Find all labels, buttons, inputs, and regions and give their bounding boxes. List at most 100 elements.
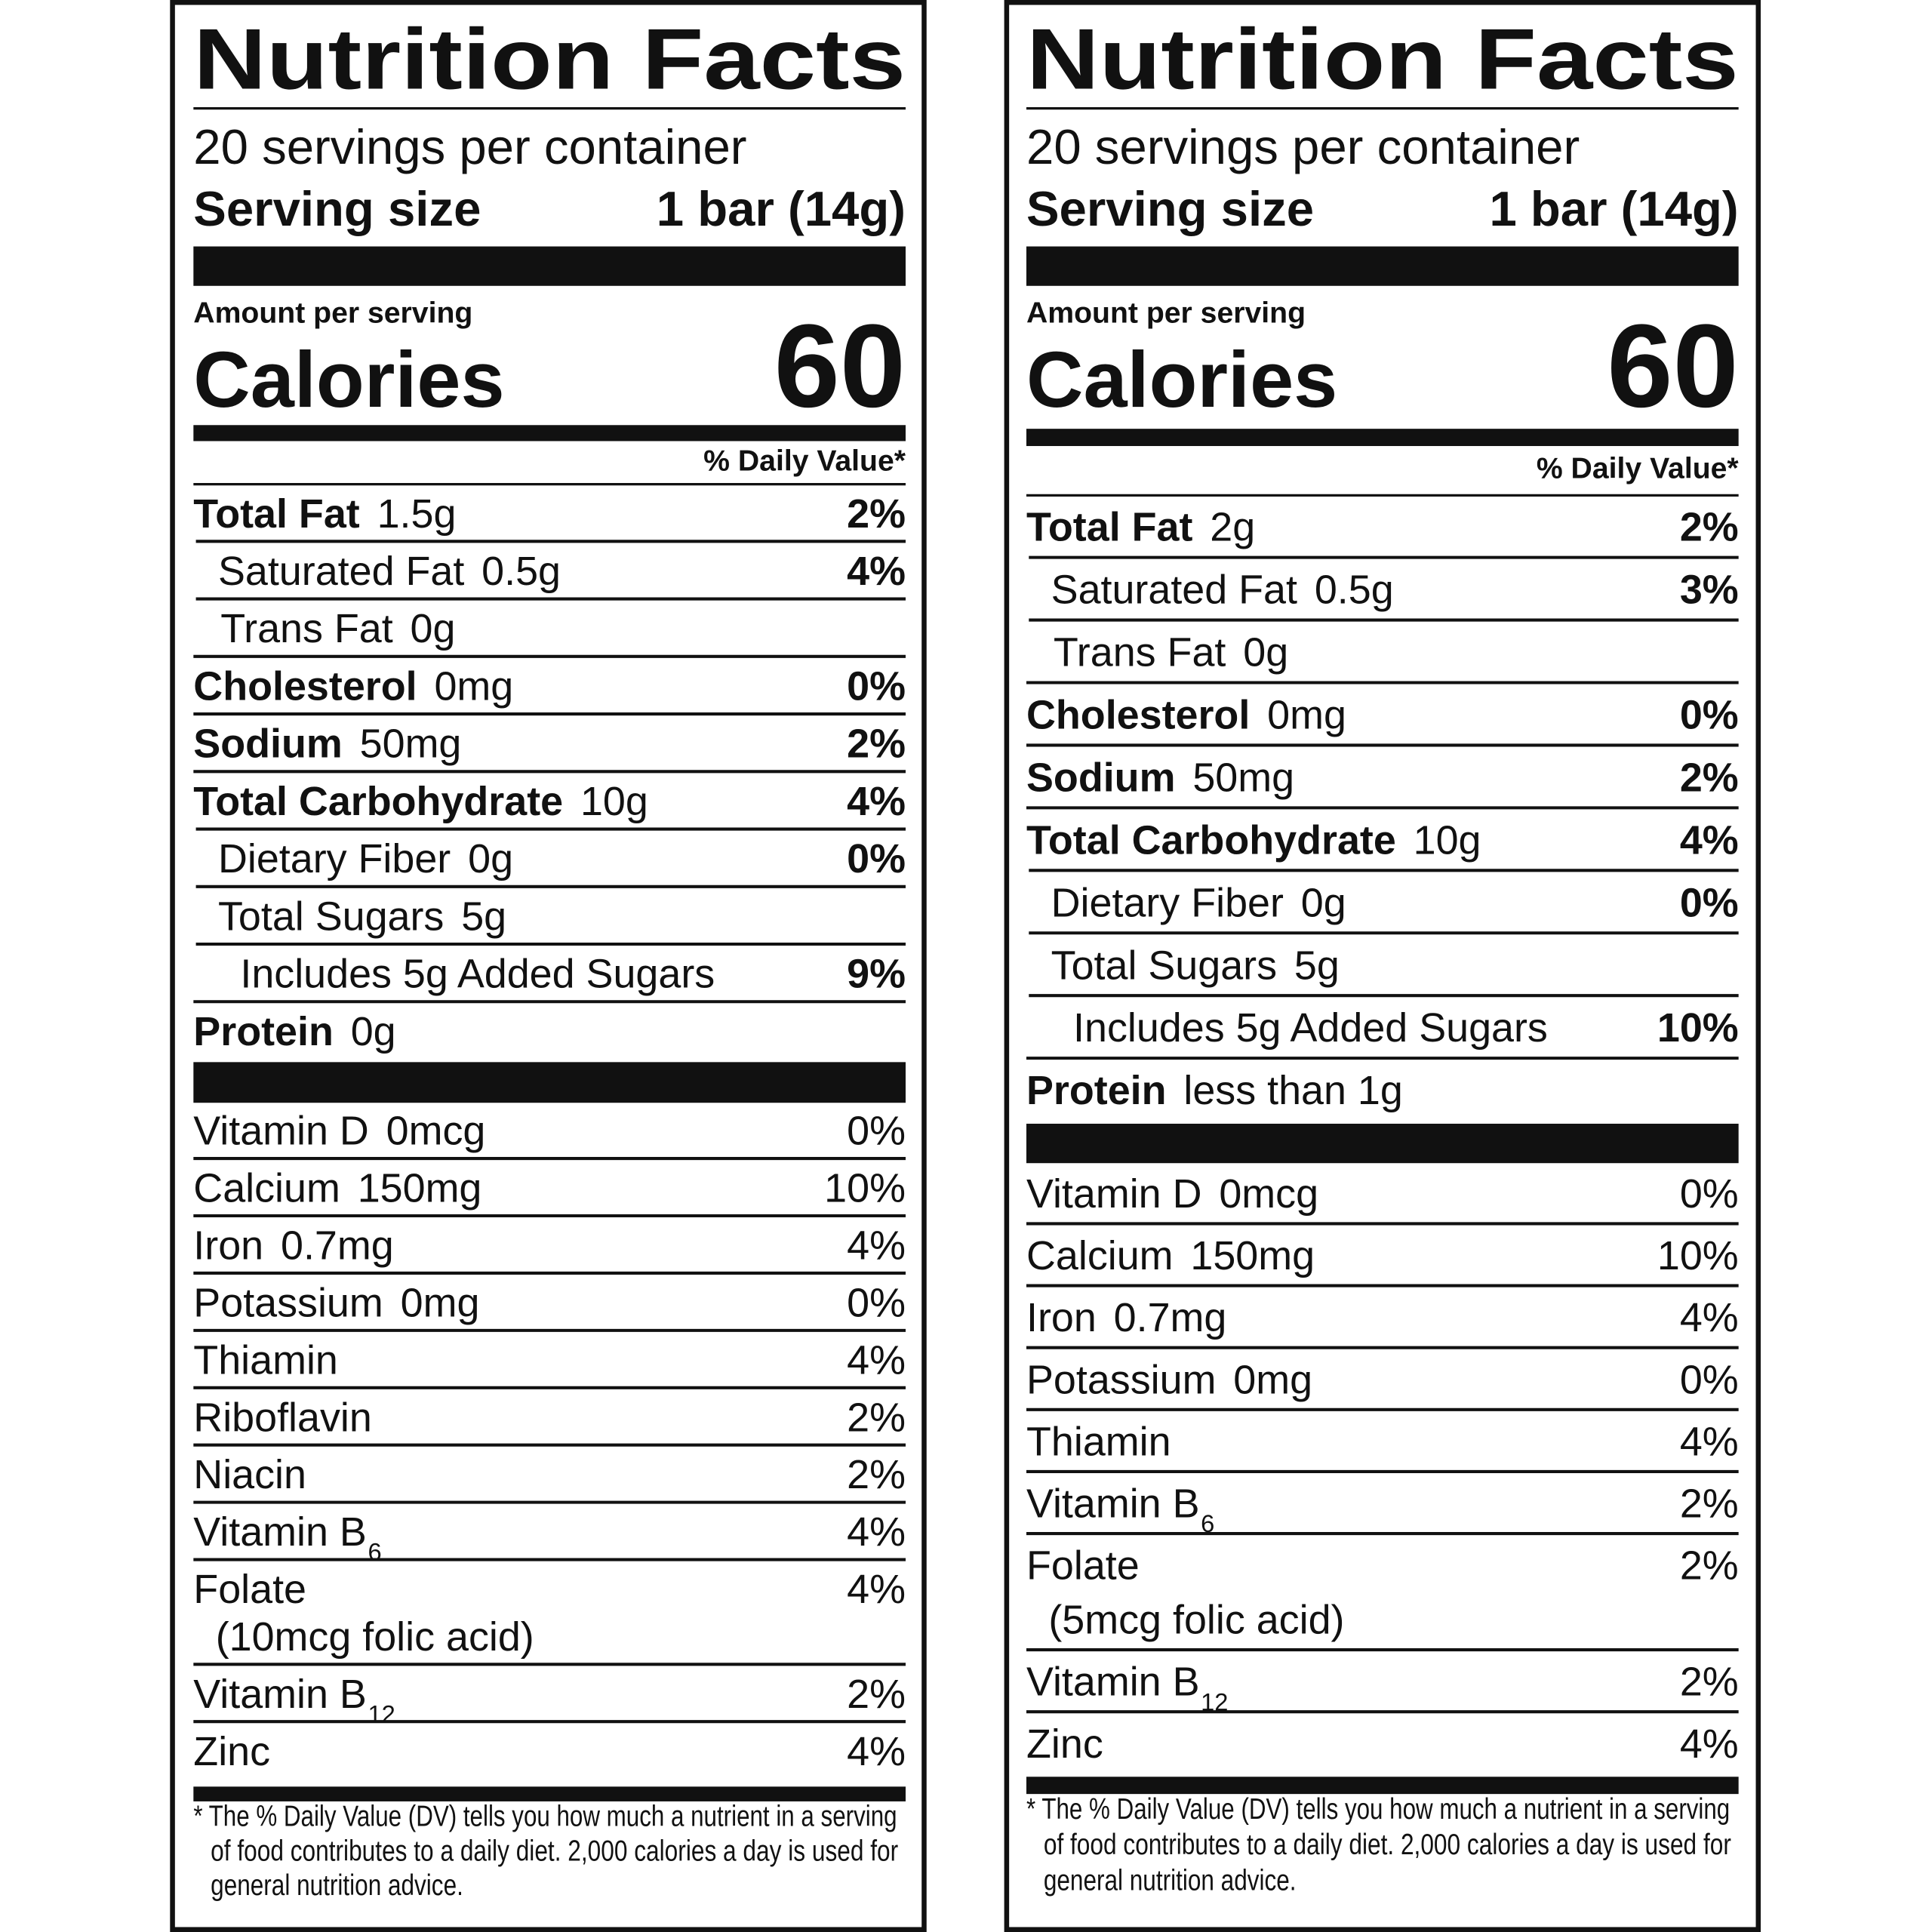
vitamin-name: Thiamin	[1026, 1419, 1171, 1464]
vitamin-amount: 0mcg	[386, 1109, 486, 1154]
nutrient-amount: 0g	[468, 836, 513, 881]
nutrient-dv: 10%	[1657, 1005, 1739, 1051]
nutrient-name: Cholesterol	[193, 664, 417, 709]
nutrient-name: Saturated Fat	[218, 549, 464, 594]
nutrient-dv: 4%	[1680, 817, 1739, 863]
footnote: * The % Daily Value (DV) tells you how m…	[193, 1801, 897, 1833]
serving-size: 1 bar (14g)	[657, 181, 906, 236]
nutrient-dv: 0%	[847, 836, 906, 881]
footnote: general nutrition advice.	[1044, 1864, 1297, 1897]
thick-bar	[193, 1062, 906, 1103]
nutrient-dv: 0%	[1680, 880, 1739, 925]
nutrient-amount: 50mg	[1192, 755, 1294, 800]
nutrient-amount: 5g	[1294, 943, 1340, 988]
nutrient-amount: 1.5g	[377, 491, 457, 537]
vitamin-name: Vitamin B	[193, 1509, 367, 1555]
nutrient-amount: 0g	[351, 1009, 396, 1054]
label-border	[1004, 0, 1761, 1932]
nutrient-amount: 0.5g	[1315, 568, 1394, 613]
calories-label: Calories	[193, 336, 504, 424]
vitamin-name: Potassium	[193, 1280, 383, 1325]
vitamin-name: Vitamin B	[1026, 1660, 1200, 1705]
vitamin-dv: 10%	[1657, 1233, 1739, 1278]
amount-per-serving: Amount per serving	[1026, 297, 1306, 330]
nutrient-name: Sodium	[1026, 755, 1175, 800]
vitamin-amount: 0mcg	[1219, 1171, 1318, 1217]
vitamin-name: Niacin	[193, 1452, 306, 1497]
footnote: of food contributes to a daily diet. 2,0…	[1044, 1829, 1731, 1861]
footnote: of food contributes to a daily diet. 2,0…	[211, 1835, 898, 1867]
vitamin-name: Zinc	[193, 1729, 270, 1774]
vitamin-dv: 2%	[847, 1452, 906, 1497]
medium-bar	[1026, 429, 1739, 447]
nutrient-dv: 2%	[1680, 755, 1739, 800]
nutrient-dv: 2%	[847, 721, 906, 767]
vitamin-note: (5mcg folic acid)	[1048, 1598, 1344, 1643]
vitamin-dv: 4%	[1680, 1419, 1739, 1464]
nutrient-name: Sodium	[193, 721, 342, 767]
vitamin-name: Folate	[1026, 1543, 1140, 1589]
footnote: general nutrition advice.	[211, 1869, 463, 1902]
calories-label: Calories	[1026, 336, 1337, 424]
vitamin-dv: 4%	[847, 1567, 906, 1612]
serving-size-label: Serving size	[193, 181, 481, 236]
nutrient-name: Total Sugars	[1051, 943, 1277, 988]
nutrient-name: Dietary Fiber	[1051, 880, 1284, 925]
vitamin-name: Iron	[193, 1223, 263, 1269]
vitamin-subscript: 6	[1201, 1509, 1214, 1537]
vitamin-name: Vitamin D	[193, 1109, 368, 1154]
vitamin-subscript: 6	[368, 1538, 381, 1566]
label-title: Nutrition Facts	[1026, 12, 1739, 108]
label-border	[170, 0, 927, 1932]
vitamin-amount: 0.7mg	[281, 1223, 394, 1269]
nutrient-amount: 2g	[1210, 505, 1255, 550]
vitamin-dv: 4%	[1680, 1721, 1739, 1767]
thick-bar	[1026, 246, 1739, 286]
vitamin-dv: 2%	[1680, 1481, 1739, 1527]
medium-bar	[1026, 1777, 1739, 1795]
footnote: * The % Daily Value (DV) tells you how m…	[1026, 1793, 1730, 1826]
vitamin-dv: 4%	[847, 1337, 906, 1383]
vitamin-dv: 4%	[847, 1223, 906, 1269]
calories-value: 60	[1607, 300, 1738, 432]
nutrient-name: Includes 5g Added Sugars	[1073, 1005, 1548, 1051]
nutrient-amount: 50mg	[360, 721, 462, 767]
nutrient-dv: 3%	[1680, 568, 1739, 613]
nutrient-name: Protein	[1026, 1068, 1167, 1113]
medium-bar	[193, 425, 906, 441]
thick-bar	[1026, 1123, 1739, 1164]
label-title: Nutrition Facts	[193, 12, 906, 108]
dv-header: % Daily Value*	[1537, 452, 1740, 485]
serving-size: 1 bar (14g)	[1489, 181, 1738, 236]
nutrient-dv: 9%	[847, 952, 906, 997]
nutrient-amount: 0g	[411, 606, 456, 651]
nutrient-dv: 0%	[1680, 693, 1739, 738]
vitamin-dv: 0%	[847, 1109, 906, 1154]
nutrient-amount: 10g	[1414, 817, 1481, 863]
vitamin-name: Vitamin B	[193, 1672, 367, 1717]
nutrient-name: Includes 5g Added Sugars	[240, 952, 715, 997]
vitamin-dv: 4%	[1680, 1295, 1739, 1340]
nutrient-amount: 0mg	[434, 664, 513, 709]
medium-bar	[193, 1786, 906, 1801]
nutrient-dv: 2%	[1680, 505, 1739, 550]
nutrient-amount: 0.5g	[481, 549, 561, 594]
amount-per-serving: Amount per serving	[193, 297, 472, 330]
thick-bar	[193, 246, 906, 286]
vitamin-name: Calcium	[193, 1166, 340, 1211]
nutrient-name: Trans Fat	[1054, 630, 1226, 675]
vitamin-name: Iron	[1026, 1295, 1097, 1340]
vitamin-name: Zinc	[1026, 1721, 1103, 1767]
nutrient-name: Total Fat	[193, 491, 359, 537]
dv-header: % Daily Value*	[703, 445, 906, 478]
vitamin-dv: 2%	[847, 1672, 906, 1717]
vitamin-subscript: 12	[368, 1700, 395, 1727]
vitamin-name: Potassium	[1026, 1357, 1216, 1402]
vitamin-name: Folate	[193, 1567, 306, 1612]
vitamin-dv: 2%	[1680, 1660, 1739, 1705]
vitamin-dv: 0%	[1680, 1171, 1739, 1217]
nutrient-dv: 0%	[847, 664, 906, 709]
vitamin-dv: 2%	[1680, 1543, 1739, 1589]
